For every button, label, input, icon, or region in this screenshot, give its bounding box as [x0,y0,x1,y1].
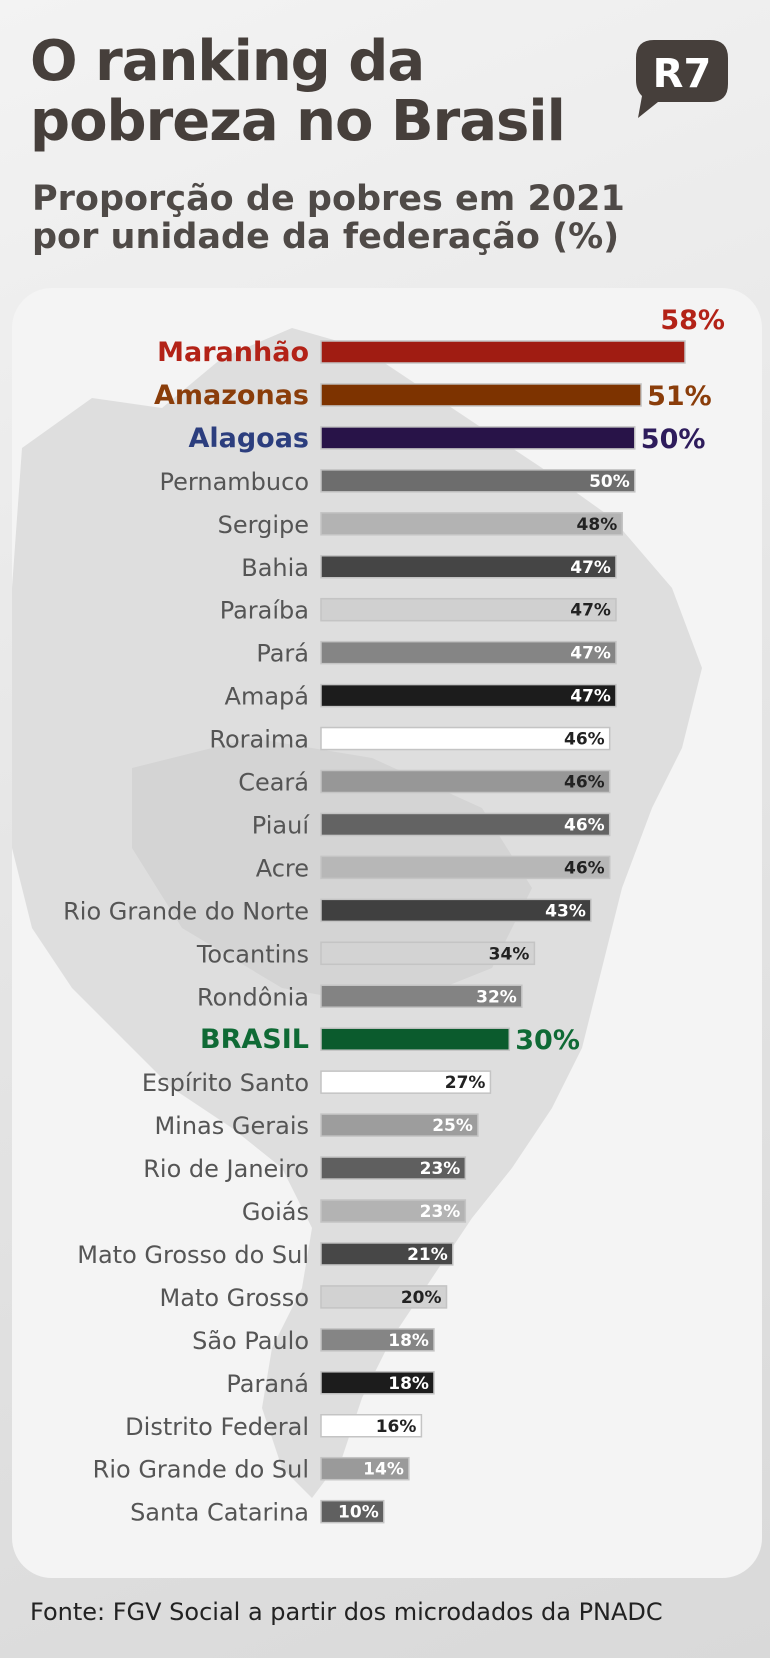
value-label-espirito-santo: 27% [445,1073,486,1093]
bar-sergipe [320,512,623,536]
category-label-brasil: BRASIL [200,1024,309,1055]
category-label-paraiba: Paraíba [220,597,309,625]
poverty-bar-chart: Maranhão 58% Amazonas 51% Alagoas 50% Pernambu… [63,305,725,1527]
bar-rondonia [320,984,523,1008]
category-label-tocantins: Tocantins [196,940,309,968]
bar-tocantins [320,941,536,966]
category-label-espirito-santo: Espírito Santo [142,1069,309,1097]
category-label-amazonas: Amazonas [154,380,309,411]
bar-amapa [320,683,617,708]
category-label-sergipe: Sergipe [218,511,309,539]
value-label-amapa: 47% [570,687,611,707]
value-label-pernambuco: 50% [589,472,630,492]
value-label-goias: 23% [420,1202,461,1222]
category-label-para: Pará [256,640,309,668]
bar-rio-grande-do-norte [320,898,592,923]
bar-ceara [320,769,611,794]
category-label-minas-gerais: Minas Gerais [154,1112,309,1140]
category-label-santa-catarina: Santa Catarina [130,1499,309,1527]
value-label-para: 47% [570,644,611,664]
category-label-distrito-federal: Distrito Federal [125,1413,309,1441]
category-label-goias: Goiás [242,1198,309,1226]
category-label-parana: Paraná [226,1370,309,1398]
value-label-parana: 18% [388,1374,429,1394]
source-note: Fonte: FGV Social a partir dos microdado… [30,1598,663,1626]
category-label-piaui: Piauí [252,811,311,839]
bar-amazonas [320,383,642,407]
category-label-rondonia: Rondônia [197,983,309,1011]
category-label-ceara: Ceará [238,769,309,797]
category-label-roraima: Roraima [209,726,309,754]
value-label-sergipe: 48% [577,515,618,535]
bar-para [320,640,617,665]
category-label-alagoas: Alagoas [188,423,309,454]
bar-rio-grande-do-sul [320,1456,410,1481]
r7-logo-bubble [636,40,728,118]
bar-brasil [320,1027,511,1051]
bar-goias [320,1199,467,1223]
bar-sao-paulo [320,1328,435,1352]
value-label-roraima: 46% [564,730,605,750]
value-label-ceara: 46% [564,773,605,793]
r7-logo-text: R7 [653,51,712,97]
bar-minas-gerais [320,1113,479,1137]
value-label-brasil: 30% [515,1025,580,1056]
value-label-santa-catarina: 10% [338,1503,379,1523]
category-label-acre: Acre [256,854,309,882]
category-label-mato-grosso-do-sul: Mato Grosso do Sul [77,1241,309,1269]
category-label-sao-paulo: São Paulo [192,1327,309,1355]
bar-acre [320,855,611,880]
chart-card: Maranhão 58% Amazonas 51% Alagoas 50% Pernambu… [12,288,762,1578]
value-label-distrito-federal: 16% [376,1417,417,1437]
value-label-rio-de-janeiro: 23% [420,1159,461,1179]
category-label-maranhao: Maranhão [157,337,309,368]
bar-alagoas [320,426,636,450]
bar-parana [320,1371,435,1395]
category-label-rio-grande-do-norte: Rio Grande do Norte [63,897,309,925]
bar-pernambuco [320,469,636,493]
bar-espirito-santo [320,1070,492,1094]
value-label-minas-gerais: 25% [432,1116,473,1136]
value-label-bahia: 47% [570,558,611,578]
value-label-rio-grande-do-norte: 43% [545,901,586,921]
bar-mato-grosso-do-sul [320,1242,454,1266]
value-label-maranhao: 58% [660,305,725,336]
category-label-bahia: Bahia [241,554,309,582]
value-label-acre: 46% [564,858,605,878]
value-label-mato-grosso-do-sul: 21% [407,1245,448,1265]
bar-mato-grosso [320,1285,448,1309]
value-label-tocantins: 34% [489,944,530,964]
category-label-rio-grande-do-sul: Rio Grande do Sul [93,1456,309,1484]
value-label-piaui: 46% [564,815,605,835]
value-label-amazonas: 51% [647,381,712,412]
bar-piaui [320,812,611,837]
page-title: O ranking da pobreza no Brasil [30,29,566,154]
value-label-alagoas: 50% [641,424,706,455]
bar-paraiba [320,597,617,622]
category-label-mato-grosso: Mato Grosso [160,1284,309,1312]
bar-santa-catarina [320,1499,385,1524]
category-label-pernambuco: Pernambuco [160,468,309,496]
value-label-rio-grande-do-sul: 14% [363,1460,404,1480]
value-label-sao-paulo: 18% [388,1331,429,1351]
value-label-paraiba: 47% [570,601,611,621]
page-subtitle: Proporção de pobres em 2021 por unidade … [32,179,625,257]
bar-rio-de-janeiro [320,1156,467,1180]
bar-distrito-federal [320,1414,423,1438]
bar-roraima [320,726,611,751]
value-label-rondonia: 32% [476,987,517,1007]
bar-bahia [320,555,617,579]
bar-maranhao [320,340,686,364]
category-label-amapa: Amapá [225,683,309,711]
r7-logo: R7 [636,40,728,118]
value-label-mato-grosso: 20% [401,1288,442,1308]
category-label-rio-de-janeiro: Rio de Janeiro [143,1155,309,1183]
